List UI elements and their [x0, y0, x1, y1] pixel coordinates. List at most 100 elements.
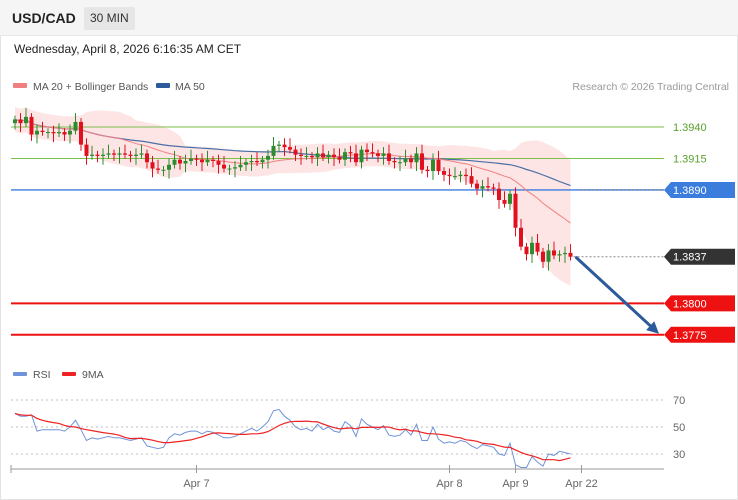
candle-body: [491, 187, 496, 189]
candle-body: [425, 169, 430, 172]
price-level-label: 1.3915: [673, 153, 707, 165]
price-level-label: 1.3775: [673, 330, 707, 342]
candle-body: [436, 159, 441, 172]
candle-body: [79, 121, 83, 145]
candle: [310, 152, 314, 164]
candle-body: [167, 164, 171, 170]
candle-body: [57, 132, 61, 134]
price-level-tag: 1.3890: [664, 181, 735, 198]
candle: [134, 148, 138, 165]
candle-body: [376, 153, 380, 156]
candle-body: [90, 154, 94, 156]
x-tick-label: Apr 22: [565, 478, 597, 490]
candle: [79, 118, 83, 151]
candle: [249, 154, 254, 172]
candle-body: [409, 158, 413, 163]
candle: [35, 124, 39, 144]
candle-body: [205, 159, 210, 163]
price-level-badge: [664, 326, 735, 343]
candle: [216, 154, 221, 174]
candle: [18, 113, 23, 133]
candle: [497, 182, 501, 209]
candle-body: [216, 160, 221, 165]
timeframe-button[interactable]: 30 MIN: [84, 7, 135, 30]
rsi-tick-label: 30: [673, 449, 685, 461]
price-level-tag: 1.3915: [673, 153, 707, 165]
candle: [211, 155, 215, 168]
candle-body: [68, 130, 72, 135]
candle: [552, 241, 556, 260]
candle: [436, 150, 441, 175]
candle-body: [150, 162, 155, 169]
candle-body: [304, 155, 309, 157]
candle: [271, 137, 276, 160]
candle-body: [381, 153, 386, 156]
candle-body: [557, 254, 562, 256]
candle-body: [62, 132, 67, 135]
candle: [365, 143, 369, 161]
candle-body: [453, 176, 457, 178]
candle-body: [365, 149, 369, 153]
legend-swatch-bollinger: [13, 83, 27, 88]
candle-body: [222, 164, 226, 169]
candle: [326, 150, 331, 164]
candle: [541, 247, 545, 269]
legend-swatch-rsi-ma: [62, 372, 76, 376]
candle-body: [508, 193, 512, 204]
x-tick-label: Apr 9: [502, 478, 528, 490]
candle-body: [392, 160, 397, 163]
candle: [381, 147, 386, 165]
candle: [277, 140, 281, 153]
candle-body: [370, 152, 375, 154]
candle-body: [469, 176, 474, 184]
candle-body: [458, 174, 463, 177]
candle: [519, 218, 523, 251]
candle-body: [299, 154, 303, 156]
candle: [112, 149, 116, 161]
candle-body: [480, 186, 485, 189]
candle: [304, 147, 309, 160]
candle: [156, 159, 160, 174]
candle-body: [200, 159, 204, 163]
candle: [420, 144, 424, 174]
candle: [469, 167, 474, 188]
candle-body: [189, 158, 193, 161]
candle: [29, 113, 34, 141]
price-level-badge: [664, 295, 735, 312]
candle: [227, 164, 232, 175]
candle: [161, 166, 166, 177]
forecast-arrow-head: [646, 321, 659, 334]
candle: [343, 148, 347, 167]
candle-body: [464, 174, 468, 177]
candle: [557, 250, 562, 262]
candle: [95, 150, 100, 163]
candle-body: [497, 188, 501, 201]
legend-swatch-ma50: [156, 83, 170, 88]
legend-label-bollinger: MA 20 + Bollinger Bands: [33, 81, 148, 93]
price-level-label: 1.3940: [673, 122, 707, 134]
candle: [425, 166, 430, 178]
candle-body: [172, 159, 177, 165]
candle: [205, 150, 210, 167]
candle-body: [51, 132, 56, 134]
rsi-tick-label: 50: [673, 422, 685, 434]
candle: [447, 168, 452, 185]
candle-body: [145, 153, 149, 163]
legend-label-ma50: MA 50: [175, 81, 205, 93]
candle: [178, 155, 182, 170]
research-credit: Research © 2026 Trading Central: [572, 81, 729, 93]
candle: [260, 155, 265, 169]
x-tick-label: Apr 7: [183, 478, 209, 490]
candle: [475, 179, 479, 195]
candle: [530, 236, 534, 264]
candle: [73, 113, 78, 135]
candle-body: [475, 183, 479, 189]
rsi-line: [14, 408, 571, 468]
candle: [117, 147, 122, 164]
candle: [90, 145, 94, 160]
candle-body: [29, 116, 34, 135]
candle: [387, 144, 391, 165]
candle: [370, 143, 375, 158]
candle-body: [414, 153, 419, 163]
